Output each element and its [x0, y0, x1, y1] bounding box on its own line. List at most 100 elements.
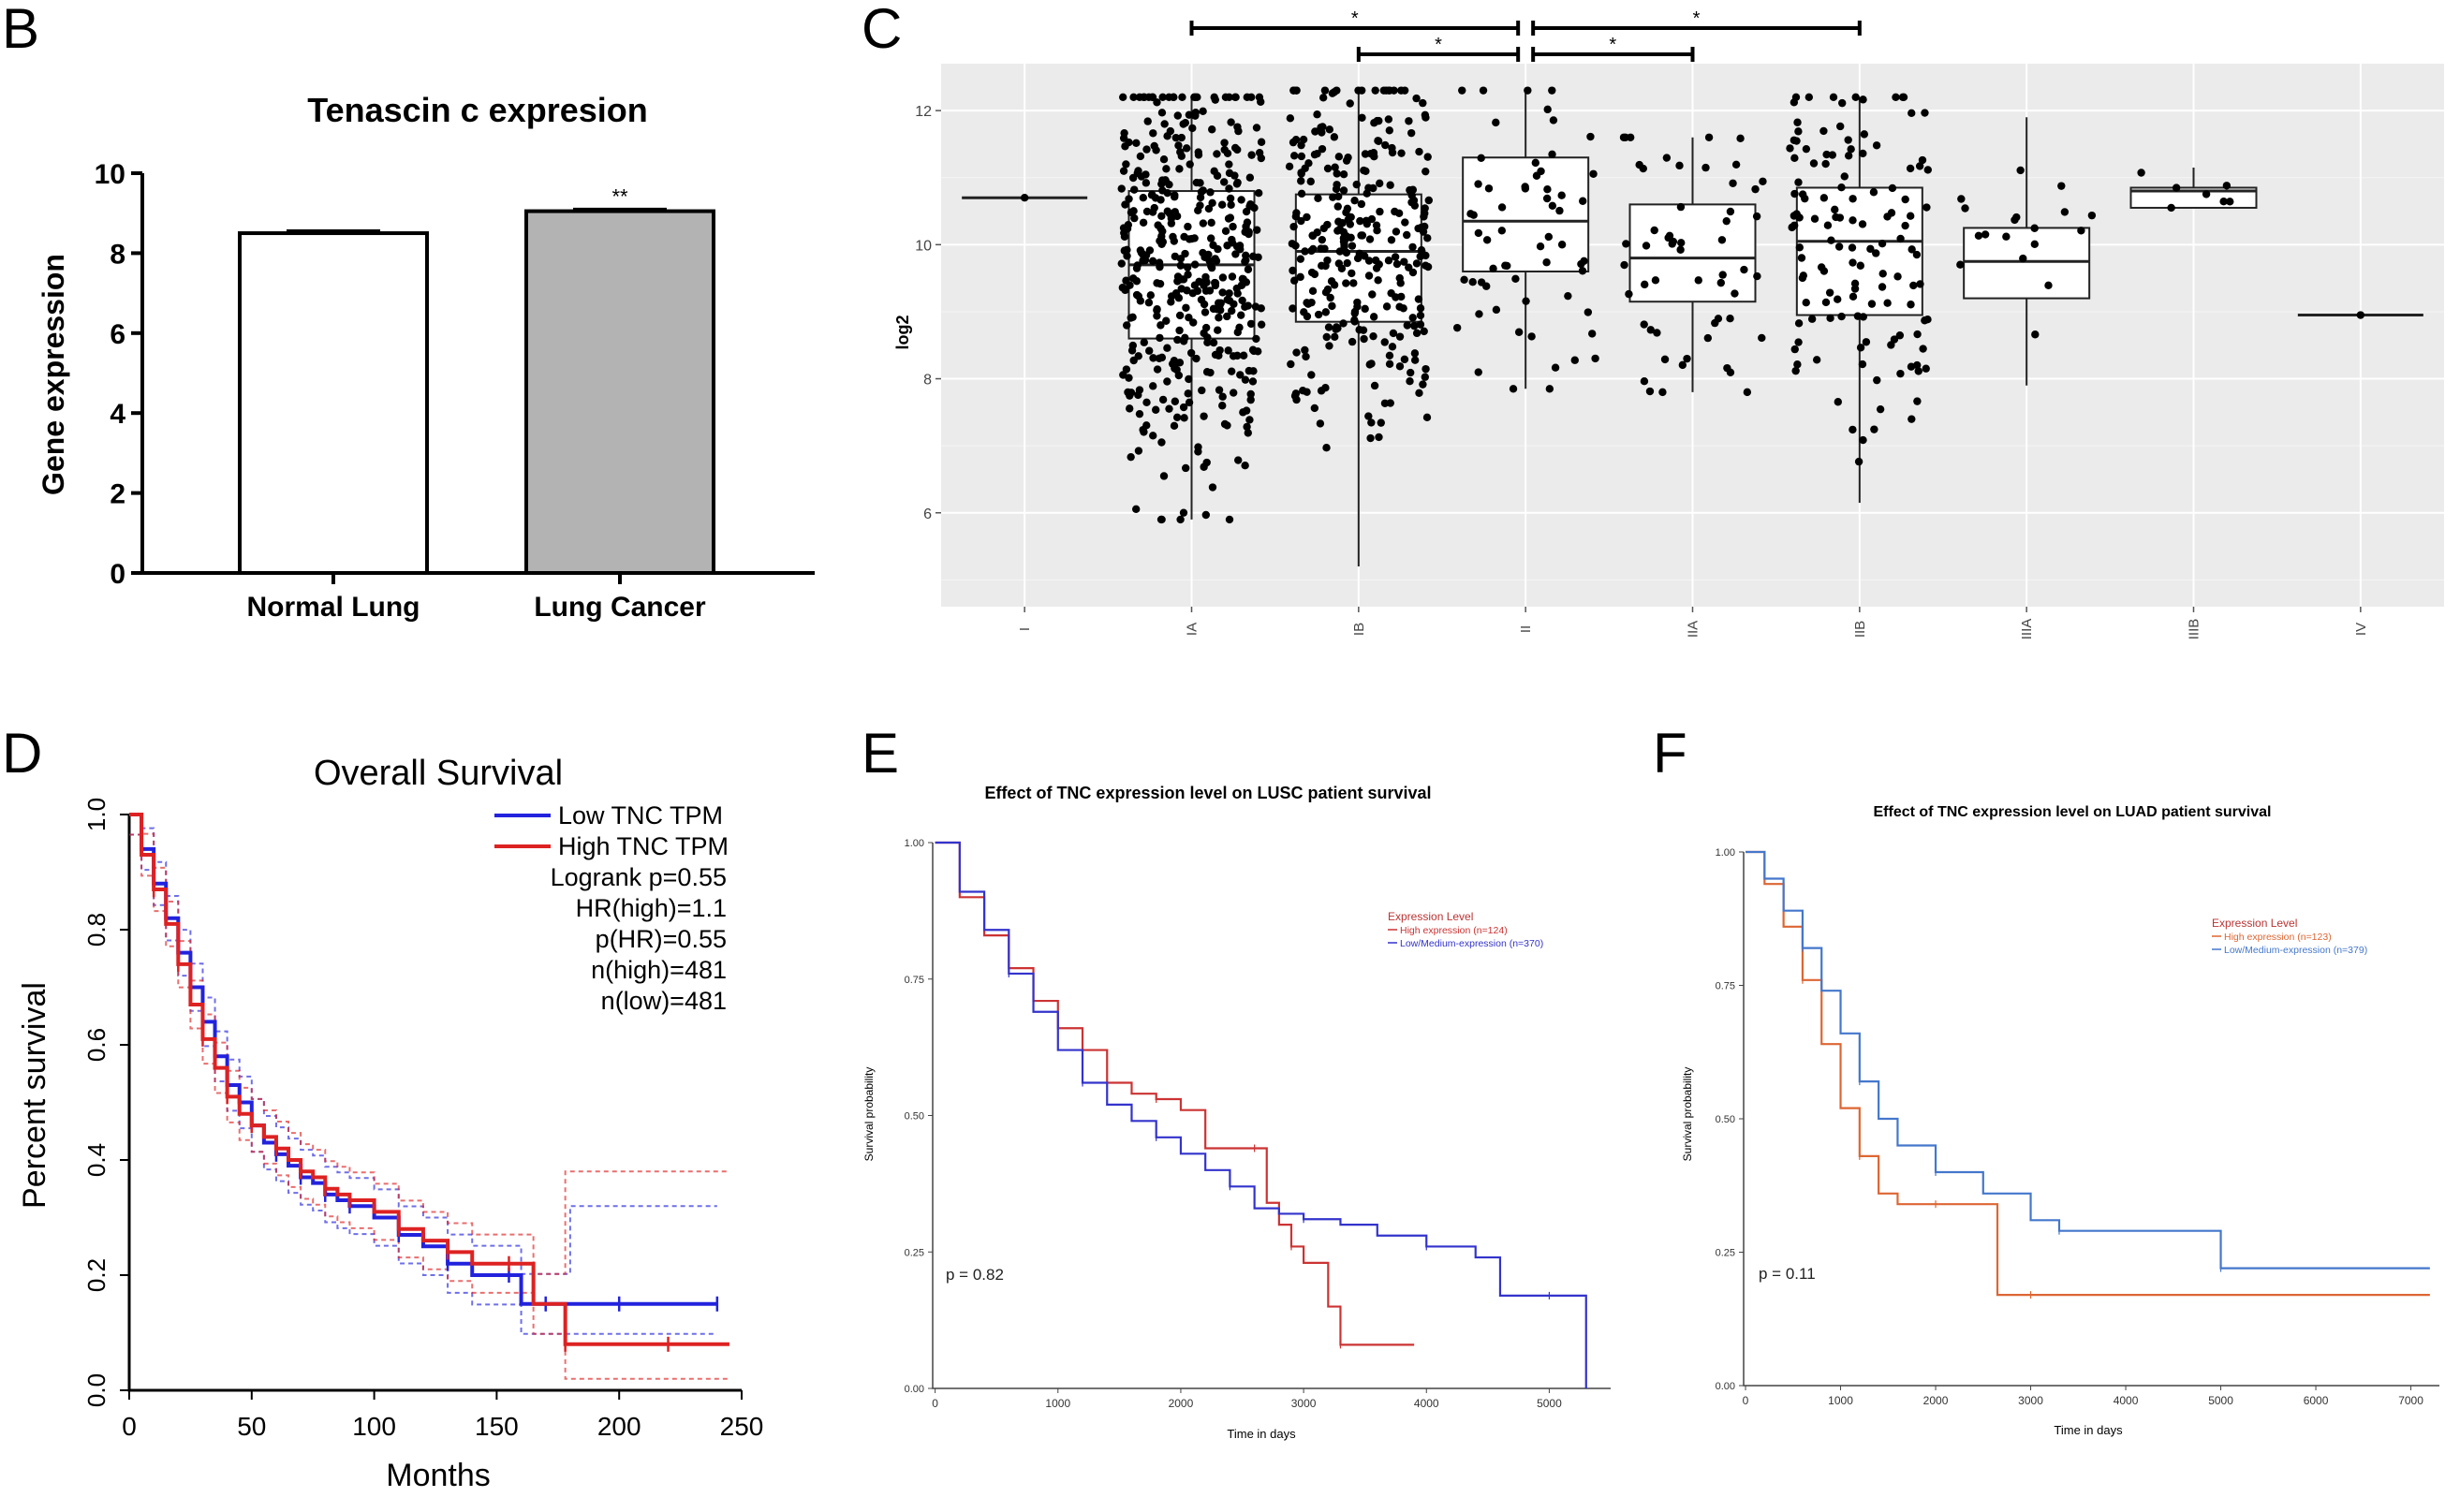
data-point: [1460, 275, 1468, 284]
data-point: [2219, 197, 2228, 206]
data-point: [1844, 136, 1852, 144]
data-point: [1210, 167, 1218, 176]
data-point: [1348, 269, 1356, 278]
data-point: [1119, 167, 1128, 175]
data-point: [1145, 346, 1154, 355]
data-point: [1290, 276, 1299, 285]
y-tick-label: 0.75: [1716, 981, 1735, 992]
data-point: [1851, 93, 1860, 102]
data-point: [1185, 110, 1194, 119]
data-point: [1676, 245, 1685, 254]
data-point: [1577, 259, 1585, 269]
y-tick-label: 0.8: [82, 913, 110, 947]
legend-title: Expression Level: [1388, 910, 1473, 923]
y-tick-label: 0.4: [82, 1143, 110, 1177]
data-point: [1176, 515, 1185, 524]
data-point: [1477, 154, 1485, 163]
data-point: [1121, 200, 1129, 209]
data-point: [1171, 364, 1179, 373]
data-point: [2167, 203, 2175, 213]
survival-line: [1746, 850, 2430, 1297]
x-tick-label: I: [1017, 627, 1033, 631]
data-point: [1838, 98, 1847, 108]
survival-line: [935, 841, 1415, 1346]
data-point: [1892, 93, 1900, 102]
data-point: [1849, 195, 1857, 203]
data-point: [1701, 163, 1710, 172]
data-point: [1227, 200, 1235, 210]
data-point: [1142, 207, 1152, 216]
data-point: [1511, 274, 1520, 284]
data-point: [1163, 207, 1171, 215]
data-point: [1716, 278, 1726, 287]
data-point: [1676, 202, 1686, 212]
legend-label: Low/Medium-expression (n=379): [2224, 945, 2367, 956]
data-point: [1826, 314, 1834, 322]
axes-frame: [932, 843, 1611, 1389]
data-point: [1239, 274, 1247, 284]
bar-chart-tenascin: Tenascin c expresion Gene expression 0 2 4…: [37, 91, 815, 623]
data-point: [1357, 231, 1365, 240]
data-point: [1296, 255, 1305, 263]
data-point: [1200, 412, 1208, 420]
data-point: [1218, 288, 1227, 297]
data-point: [1482, 282, 1491, 290]
data-point: [1213, 150, 1221, 158]
data-point: [1854, 457, 1863, 466]
data-point: [1196, 179, 1204, 187]
data-point: [1555, 206, 1564, 215]
data-point: [1204, 250, 1213, 259]
data-point: [1421, 373, 1429, 381]
data-point: [1878, 270, 1887, 278]
stat-label: HR(high)=1.1: [576, 894, 727, 922]
data-point: [1545, 385, 1554, 393]
data-point: [1149, 354, 1157, 362]
data-point: [1220, 139, 1229, 147]
data-point: [1888, 183, 1897, 193]
data-point: [1717, 236, 1727, 244]
data-point: [1206, 188, 1215, 197]
data-point: [1246, 319, 1256, 329]
data-point: [1157, 212, 1166, 221]
legend-label: High TNC TPM: [558, 832, 729, 860]
data-point: [1956, 260, 1965, 269]
data-point: [1173, 335, 1182, 345]
data-point: [1374, 137, 1383, 145]
data-point: [2002, 232, 2011, 241]
y-tick-label: 0: [110, 559, 125, 590]
data-point: [1887, 209, 1896, 217]
data-point: [2011, 215, 2019, 225]
data-point: [1252, 124, 1261, 132]
data-point: [1489, 264, 1497, 273]
data-point: [1247, 93, 1256, 102]
x-tick-label: 50: [237, 1412, 266, 1441]
data-point: [1400, 355, 1409, 364]
data-point: [1683, 354, 1691, 363]
data-point: [1802, 144, 1811, 154]
data-point: [1202, 278, 1211, 286]
data-point: [1878, 283, 1887, 291]
data-point: [1144, 299, 1154, 307]
data-point: [1557, 191, 1566, 199]
data-point: [1178, 93, 1186, 102]
data-point: [1177, 133, 1186, 142]
data-point: [1149, 432, 1157, 440]
data-point: [1797, 254, 1806, 262]
x-tick-label: IB: [1351, 623, 1367, 636]
data-point: [1348, 242, 1357, 250]
data-point: [1192, 354, 1201, 363]
data-point: [1361, 304, 1369, 314]
data-point: [1288, 240, 1297, 248]
y-tick-label: 0.50: [905, 1111, 924, 1123]
data-point: [1217, 200, 1227, 209]
data-point: [1318, 235, 1327, 244]
x-tick-label: 200: [597, 1412, 641, 1441]
data-point: [1362, 167, 1370, 175]
data-point: [1524, 86, 1532, 95]
x-tick-label: IV: [2353, 623, 2369, 636]
data-point: [1366, 149, 1376, 158]
data-point: [1130, 213, 1139, 223]
data-point: [1793, 118, 1802, 126]
data-point: [1184, 222, 1192, 231]
data-point: [1196, 193, 1205, 202]
